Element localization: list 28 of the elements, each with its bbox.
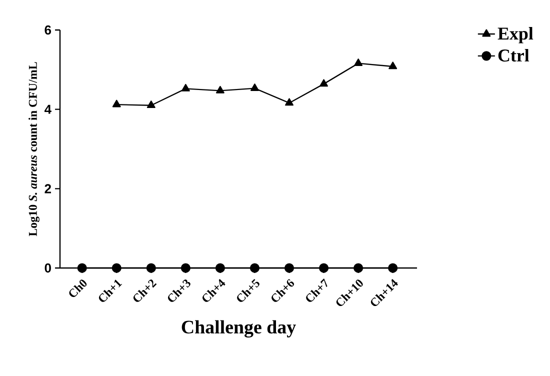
y-tick-label: 0 xyxy=(44,263,51,273)
y-axis-title: Log10 S. aureus count in CFU/mL xyxy=(28,62,40,236)
point xyxy=(77,263,87,273)
y-tick-label: 2 xyxy=(44,184,51,194)
point xyxy=(215,263,225,273)
point xyxy=(112,100,121,108)
point xyxy=(146,100,156,108)
point xyxy=(181,84,190,92)
point xyxy=(388,263,398,273)
legend-label: Ctrl xyxy=(498,48,530,62)
point xyxy=(250,84,259,91)
point xyxy=(146,263,156,273)
x-axis-title: Challenge day xyxy=(182,320,296,338)
y-tick-label: 6 xyxy=(44,25,52,35)
point xyxy=(285,98,294,106)
point xyxy=(216,86,224,94)
point xyxy=(112,263,122,273)
point xyxy=(319,263,329,273)
x-tick-label: Ch0 xyxy=(69,280,87,298)
point xyxy=(354,263,364,273)
point xyxy=(354,58,363,66)
point xyxy=(388,62,398,70)
point xyxy=(250,263,260,273)
point xyxy=(320,79,328,87)
point xyxy=(180,263,190,273)
point xyxy=(284,263,294,273)
legend-label: Expl xyxy=(498,27,534,44)
y-tick-label: 4 xyxy=(44,104,52,114)
